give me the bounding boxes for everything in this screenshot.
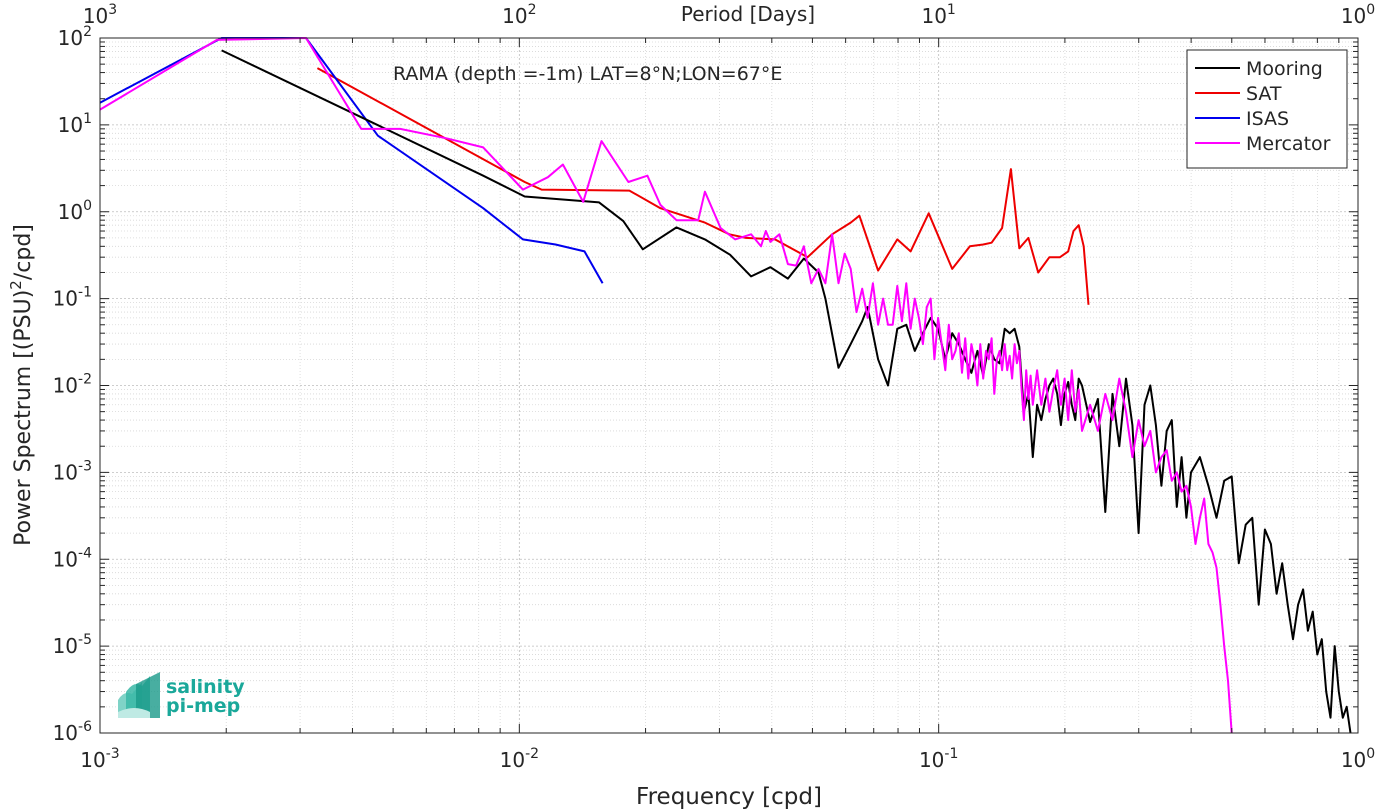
top-tick-label-base: 10 <box>502 4 527 28</box>
top-tick-label-exponent: 2 <box>528 2 537 18</box>
x-tick-label: 100 <box>1341 746 1375 772</box>
y-tick-label-exponent: 0 <box>83 198 92 214</box>
x-tick-label-exponent: -1 <box>944 746 958 762</box>
top-tick-label-base: 10 <box>921 4 946 28</box>
top-tick-label: 102 <box>502 2 536 28</box>
y-tick-label-exponent: -3 <box>78 458 92 474</box>
y-tick-label: 10-4 <box>53 545 93 571</box>
y-tick-label: 10-3 <box>53 458 92 484</box>
series-line-sat <box>316 67 1090 305</box>
y-tick-label: 10-2 <box>53 372 92 398</box>
top-tick-label: 101 <box>921 2 955 28</box>
y-tick-label-base: 10 <box>58 26 83 50</box>
y-tick-label-exponent: 1 <box>83 111 92 127</box>
y-tick-label-base: 10 <box>53 460 78 484</box>
minor-grid <box>100 38 1358 733</box>
major-grid <box>99 37 1359 734</box>
x-tick-label-exponent: 0 <box>1366 746 1375 762</box>
logo-mark-icon <box>118 672 160 718</box>
y-tick-label-base: 10 <box>58 113 83 137</box>
x-tick-label-base: 10 <box>80 748 105 772</box>
top-tick-label-base: 10 <box>83 4 108 28</box>
y-tick-label-base: 10 <box>53 287 78 311</box>
chart-title: RAMA (depth =-1m) LAT=8°N;LON=67°E <box>393 63 782 85</box>
x-tick-label: 10-3 <box>80 746 119 772</box>
axis-ticks <box>99 37 1359 734</box>
y-tick-label-exponent: 2 <box>83 24 92 40</box>
top-tick-label-exponent: 1 <box>947 2 956 18</box>
y-tick-label-base: 10 <box>53 547 78 571</box>
y-label-tail: /cpd] <box>11 224 36 280</box>
logo-text-pi-mep: pi-mep <box>166 695 240 717</box>
y-tick-label-base: 10 <box>53 634 78 658</box>
top-tick-label: 100 <box>1341 2 1375 28</box>
y-axis-label: Power Spectrum [(PSU)2/cpd] <box>7 224 36 546</box>
logo-text-salinity: salinity <box>166 676 245 698</box>
legend-label-sat: SAT <box>1246 83 1282 105</box>
top-tick-label-exponent: 0 <box>1366 2 1375 18</box>
legend-label-isas: ISAS <box>1246 108 1289 130</box>
y-tick-label: 10-5 <box>53 632 92 658</box>
top-tick-label-base: 10 <box>1341 4 1366 28</box>
legend-label-mooring: Mooring <box>1246 58 1323 80</box>
top-axis-label: Period [Days] <box>681 2 815 26</box>
y-tick-label-base: 10 <box>53 721 78 745</box>
series-line-mooring <box>221 49 1352 734</box>
salinity-pi-mep-logo: salinity pi-mep <box>118 672 245 718</box>
y-tick-label-base: 10 <box>53 374 78 398</box>
x-tick-label-exponent: -2 <box>525 746 539 762</box>
x-tick-label-base: 10 <box>1341 748 1366 772</box>
x-tick-label-base: 10 <box>919 748 944 772</box>
y-tick-label: 10-1 <box>53 285 92 311</box>
x-tick-label-base: 10 <box>500 748 525 772</box>
y-tick-label: 100 <box>58 198 92 224</box>
y-label-main: Power Spectrum [(PSU) <box>11 290 36 546</box>
top-tick-label-exponent: 3 <box>108 2 117 18</box>
y-tick-label-exponent: -1 <box>78 285 92 301</box>
x-tick-label: 10-1 <box>919 746 958 772</box>
y-tick-label-exponent: -5 <box>78 632 92 648</box>
y-label-superscript: 2 <box>7 280 25 290</box>
y-tick-label: 10-6 <box>53 719 93 745</box>
series-line-mercator <box>99 37 1233 734</box>
x-axis-label: Frequency [cpd] <box>636 784 822 809</box>
y-tick-label-exponent: -4 <box>78 545 92 561</box>
x-tick-label: 10-2 <box>500 746 539 772</box>
legend: Mooring SAT ISAS Mercator <box>1186 49 1348 169</box>
y-tick-label-exponent: -6 <box>78 719 92 735</box>
top-tick-label: 103 <box>83 2 117 28</box>
y-tick-label: 101 <box>58 111 92 137</box>
legend-label-mercator: Mercator <box>1246 133 1331 155</box>
y-tick-label: 102 <box>58 24 92 50</box>
y-tick-label-exponent: -2 <box>78 372 92 388</box>
x-tick-label-exponent: -3 <box>106 746 120 762</box>
y-tick-label-base: 10 <box>58 200 83 224</box>
legend-box <box>1186 49 1348 169</box>
